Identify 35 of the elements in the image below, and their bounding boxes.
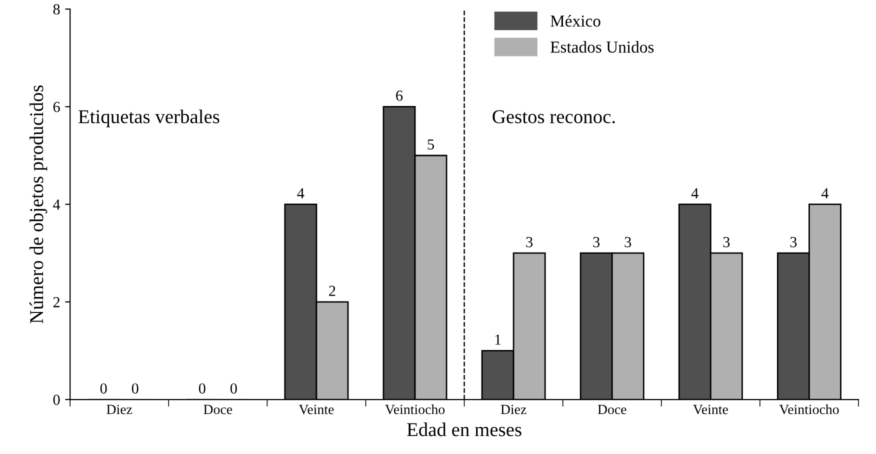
x-tick-label: Doce [204, 404, 232, 414]
x-tick-label: Diez [500, 404, 526, 414]
data-label: 0 [100, 383, 107, 394]
legend-label: México [550, 14, 600, 27]
y-axis-title: Número de objetos producidos [30, 85, 48, 324]
legend-label: Estados Unidos [550, 41, 654, 53]
x-tick-label: Diez [106, 404, 132, 414]
data-label: 3 [593, 236, 600, 248]
annotation: Etiquetas verbales [78, 110, 220, 128]
data-label: 4 [821, 188, 829, 198]
y-tick-label: 8 [53, 4, 60, 15]
y-tick-label: 6 [53, 102, 60, 112]
data-label: 4 [297, 188, 304, 198]
x-tick-label: Veintiocho [385, 404, 445, 414]
data-label: 3 [624, 236, 632, 248]
x-tick-label: Veintiocho [779, 404, 839, 414]
x-tick-label: Doce [598, 404, 626, 414]
x-axis-title: Edad en meses [407, 422, 522, 436]
data-label: 0 [198, 383, 206, 394]
data-label: 2 [329, 286, 336, 296]
data-label: 4 [691, 188, 698, 198]
y-tick-label: 4 [53, 200, 60, 210]
x-tick-label: Veinte [298, 404, 334, 414]
data-label: 6 [396, 90, 403, 101]
data-label: 0 [230, 383, 237, 394]
data-label: 3 [790, 236, 797, 248]
annotation: Gestos reconoc. [492, 110, 615, 124]
data-label: 3 [526, 236, 533, 248]
x-tick-label: Veinte [693, 404, 728, 414]
data-label: 3 [723, 236, 730, 248]
data-label: 1 [495, 334, 501, 345]
y-tick-label: 2 [53, 297, 60, 308]
data-label: 0 [132, 383, 138, 394]
y-tick-label: 0 [53, 394, 60, 405]
data-label: 5 [428, 139, 434, 150]
